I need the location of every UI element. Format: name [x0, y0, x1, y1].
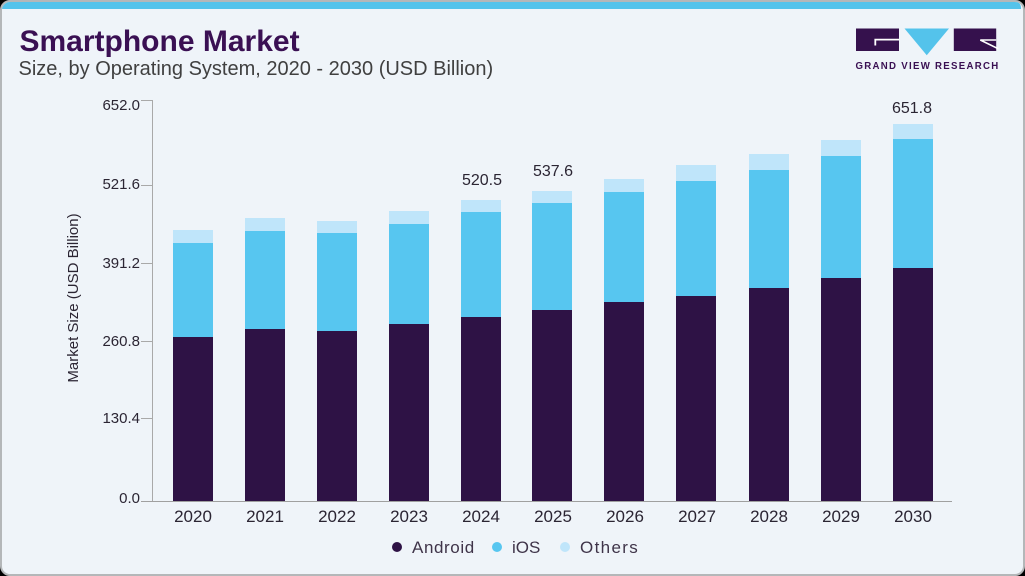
- svg-text:GRAND VIEW RESEARCH: GRAND VIEW RESEARCH: [856, 60, 1000, 72]
